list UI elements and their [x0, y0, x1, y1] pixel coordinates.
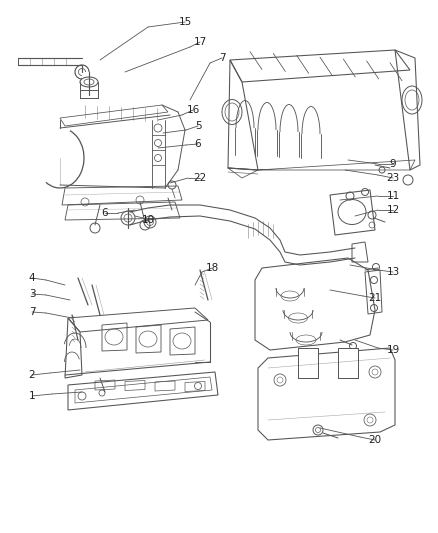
Text: 3: 3 — [28, 289, 35, 299]
Text: 7: 7 — [28, 307, 35, 317]
Text: 7: 7 — [219, 53, 225, 63]
Text: 17: 17 — [193, 37, 207, 47]
Text: 4: 4 — [28, 273, 35, 283]
Text: 5: 5 — [194, 121, 201, 131]
Text: 18: 18 — [205, 263, 219, 273]
Text: 6: 6 — [194, 139, 201, 149]
Text: 20: 20 — [368, 435, 381, 445]
Text: 19: 19 — [386, 345, 399, 355]
Text: 11: 11 — [386, 191, 399, 201]
Text: 21: 21 — [368, 293, 381, 303]
Text: 23: 23 — [386, 173, 399, 183]
Polygon shape — [338, 348, 358, 378]
Text: 6: 6 — [102, 208, 108, 218]
Text: 12: 12 — [386, 205, 399, 215]
Text: 10: 10 — [141, 215, 155, 225]
Text: 13: 13 — [386, 267, 399, 277]
Text: 22: 22 — [193, 173, 207, 183]
Text: 2: 2 — [28, 370, 35, 380]
Text: 9: 9 — [390, 159, 396, 169]
Text: 16: 16 — [187, 105, 200, 115]
Text: 1: 1 — [28, 391, 35, 401]
Text: 15: 15 — [178, 17, 192, 27]
Polygon shape — [298, 348, 318, 378]
